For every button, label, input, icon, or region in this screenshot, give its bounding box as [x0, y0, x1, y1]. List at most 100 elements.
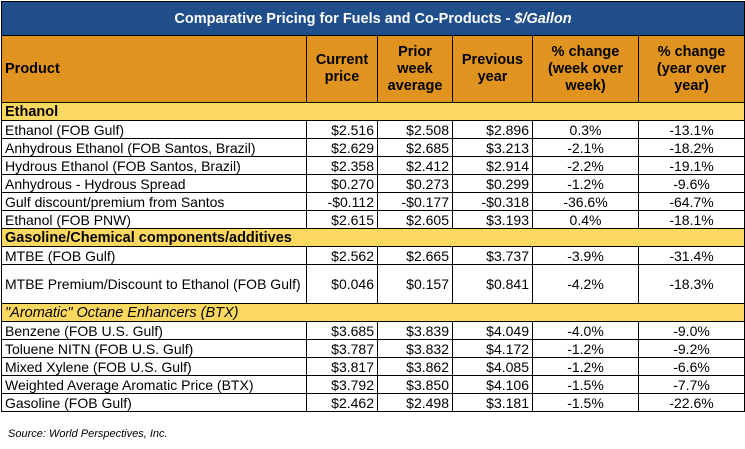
cell-pct-change-week: -2.1% [532, 138, 639, 157]
section-title: Gasoline/Chemical components/additives [0, 228, 745, 247]
table-row: Benzene (FOB U.S. Gulf) $3.685 $3.839 $4.04… [1, 321, 745, 340]
source-note: Source: World Perspectives, Inc. [8, 428, 168, 440]
table-row: Gulf discount/premium from Santos -$0.112… [1, 192, 745, 211]
cell-product: MTBE (FOB Gulf) [1, 246, 307, 265]
cell-product: MTBE Premium/Discount to Ethanol (FOB Gu… [1, 264, 307, 304]
cell-previous-year: $4.106 [452, 375, 533, 394]
table-row: Anhydrous - Hydrous Spread $0.270 $0.273 $0… [1, 174, 745, 193]
cell-product: Toluene NITN (FOB U.S. Gulf) [1, 339, 307, 358]
cell-pct-change-year: -18.2% [637, 138, 745, 157]
column-header-previous-year: Previous year [452, 35, 533, 103]
cell-prior-week-average: $2.508 [377, 120, 453, 139]
cell-current-price: $2.629 [306, 138, 378, 157]
column-header-product: Product [1, 35, 307, 103]
cell-pct-change-year: -9.0% [637, 321, 745, 340]
cell-previous-year: $3.181 [452, 393, 533, 412]
table-row: MTBE Premium/Discount to Ethanol (FOB Gu… [1, 264, 745, 304]
cell-product: Anhydrous Ethanol (FOB Santos, Brazil) [1, 138, 307, 157]
cell-pct-change-week: 0.4% [532, 210, 639, 229]
cell-prior-week-average: $3.832 [377, 339, 453, 358]
cell-current-price: $3.787 [306, 339, 378, 358]
cell-prior-week-average: $2.685 [377, 138, 453, 157]
column-header-prior-week-average: Prior week average [377, 35, 453, 103]
cell-product: Gulf discount/premium from Santos [1, 192, 307, 211]
cell-previous-year: $2.896 [452, 120, 533, 139]
cell-pct-change-year: -9.2% [637, 339, 745, 358]
cell-prior-week-average: $2.412 [377, 156, 453, 175]
cell-current-price: $3.817 [306, 357, 378, 376]
cell-pct-change-week: 0.3% [532, 120, 639, 139]
section-title: Ethanol [0, 102, 745, 121]
cell-product: Anhydrous - Hydrous Spread [1, 174, 307, 193]
cell-prior-week-average: $2.498 [377, 393, 453, 412]
column-header-pct-change-week: % change (week over week) [532, 35, 639, 103]
cell-previous-year: $3.213 [452, 138, 533, 157]
cell-previous-year: $2.914 [452, 156, 533, 175]
cell-current-price: $2.462 [306, 393, 378, 412]
cell-current-price: $2.615 [306, 210, 378, 229]
cell-current-price: $2.358 [306, 156, 378, 175]
table-title-unit: $/Gallon [514, 10, 572, 27]
cell-pct-change-week: -1.2% [532, 339, 639, 358]
table-title: Comparative Pricing for Fuels and Co-Pro… [0, 1, 745, 36]
cell-pct-change-week: -4.0% [532, 321, 639, 340]
cell-pct-change-year: -22.6% [637, 393, 745, 412]
table-row: Mixed Xylene (FOB U.S. Gulf) $3.817 $3.862… [1, 357, 745, 376]
cell-pct-change-year: -9.6% [637, 174, 745, 193]
cell-prior-week-average: $3.839 [377, 321, 453, 340]
table-row: Ethanol (FOB PNW) $2.615 $2.605 $3.193 0.4% -… [1, 210, 745, 229]
table-row: Weighted Average Aromatic Price (BTX) $3.… [1, 375, 745, 394]
cell-prior-week-average: $0.157 [377, 264, 453, 304]
column-header-pct-change-year: % change (year over year) [637, 35, 745, 103]
cell-prior-week-average: $3.850 [377, 375, 453, 394]
cell-prior-week-average: -$0.177 [377, 192, 453, 211]
cell-current-price: -$0.112 [306, 192, 378, 211]
cell-product: Ethanol (FOB PNW) [1, 210, 307, 229]
cell-pct-change-week: -3.9% [532, 246, 639, 265]
cell-previous-year: $3.737 [452, 246, 533, 265]
cell-current-price: $0.270 [306, 174, 378, 193]
table-row: Gasoline (FOB Gulf) $2.462 $2.498 $3.181 -1.… [1, 393, 745, 412]
cell-prior-week-average: $2.605 [377, 210, 453, 229]
cell-pct-change-year: -7.7% [637, 375, 745, 394]
cell-pct-change-year: -6.6% [637, 357, 745, 376]
pricing-table: Comparative Pricing for Fuels and Co-Pro… [0, 1, 745, 412]
table-row: Toluene NITN (FOB U.S. Gulf) $3.787 $3.832… [1, 339, 745, 358]
cell-previous-year: -$0.318 [452, 192, 533, 211]
cell-pct-change-week: -1.2% [532, 357, 639, 376]
cell-pct-change-week: -2.2% [532, 156, 639, 175]
cell-product: Mixed Xylene (FOB U.S. Gulf) [1, 357, 307, 376]
cell-pct-change-week: -4.2% [532, 264, 639, 304]
cell-previous-year: $4.085 [452, 357, 533, 376]
cell-prior-week-average: $3.862 [377, 357, 453, 376]
table-row: MTBE (FOB Gulf) $2.562 $2.665 $3.737 -3.9% -3… [1, 246, 745, 265]
table-row: Anhydrous Ethanol (FOB Santos, Brazil) $2… [1, 138, 745, 157]
cell-pct-change-week: -36.6% [532, 192, 639, 211]
cell-product: Hydrous Ethanol (FOB Santos, Brazil) [1, 156, 307, 175]
cell-pct-change-year: -13.1% [637, 120, 745, 139]
cell-previous-year: $0.841 [452, 264, 533, 304]
cell-product: Gasoline (FOB Gulf) [1, 393, 307, 412]
section-header-row: "Aromatic" Octane Enhancers (BTX) [0, 303, 745, 322]
cell-prior-week-average: $0.273 [377, 174, 453, 193]
cell-current-price: $3.792 [306, 375, 378, 394]
cell-product: Weighted Average Aromatic Price (BTX) [1, 375, 307, 394]
cell-pct-change-year: -31.4% [637, 246, 745, 265]
table-row: Hydrous Ethanol (FOB Santos, Brazil) $2.3… [1, 156, 745, 175]
cell-current-price: $0.046 [306, 264, 378, 304]
cell-pct-change-week: -1.2% [532, 174, 639, 193]
cell-pct-change-week: -1.5% [532, 375, 639, 394]
column-header-current-price: Current price [306, 35, 378, 103]
table-title-row: Comparative Pricing for Fuels and Co-Pro… [0, 1, 745, 36]
cell-pct-change-year: -18.1% [637, 210, 745, 229]
cell-product: Benzene (FOB U.S. Gulf) [1, 321, 307, 340]
cell-current-price: $2.516 [306, 120, 378, 139]
cell-pct-change-year: -18.3% [637, 264, 745, 304]
column-header-row: Product Current price Prior week average… [1, 35, 745, 103]
cell-pct-change-year: -64.7% [637, 192, 745, 211]
cell-previous-year: $3.193 [452, 210, 533, 229]
table-row: Ethanol (FOB Gulf) $2.516 $2.508 $2.896 0.3%… [1, 120, 745, 139]
section-title: "Aromatic" Octane Enhancers (BTX) [0, 303, 745, 322]
cell-current-price: $3.685 [306, 321, 378, 340]
